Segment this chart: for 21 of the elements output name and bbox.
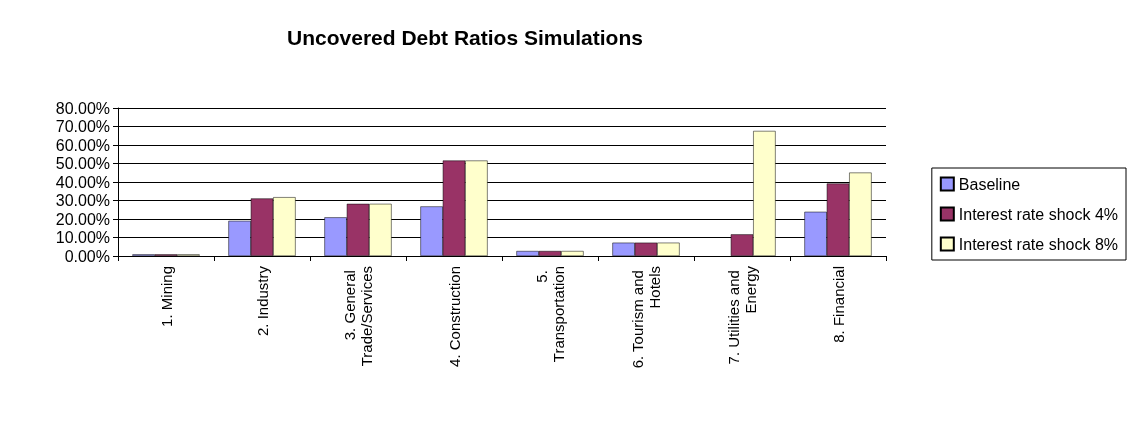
legend-label: Interest rate shock 4% — [958, 205, 1118, 223]
y-tick-label: 20.00% — [55, 210, 110, 228]
y-tick-label: 10.00% — [55, 229, 110, 246]
y-tick-label: 70.00% — [55, 118, 110, 135]
x-tick-label: 8. Financial — [829, 266, 847, 343]
y-tick-label: 30.00% — [55, 192, 110, 209]
y-tick-label: 60.00% — [55, 136, 110, 154]
y-tick-label: 40.00% — [55, 173, 110, 191]
x-tick-label: 7. Utilities and Energy — [725, 265, 759, 365]
legend-label: Baseline — [958, 175, 1021, 193]
y-tick-label: 80.00% — [55, 99, 110, 117]
chart-title: Uncovered Debt Ratios Simulations — [287, 26, 643, 49]
x-tick-label: 2. Industry — [253, 265, 271, 337]
x-tick-label: 4. Construction — [445, 266, 463, 367]
x-tick-label: 5. Transportation — [533, 266, 567, 363]
x-tick-label: 3. General Trade/Services — [341, 266, 375, 367]
y-tick-label: 0.00% — [64, 247, 110, 265]
x-tick-label: 6. Tourism and Hotels — [629, 266, 663, 369]
x-tick-label: 1. Mining — [157, 266, 175, 327]
legend-label: Interest rate shock 8% — [958, 235, 1118, 253]
y-tick-label: 50.00% — [55, 155, 110, 172]
